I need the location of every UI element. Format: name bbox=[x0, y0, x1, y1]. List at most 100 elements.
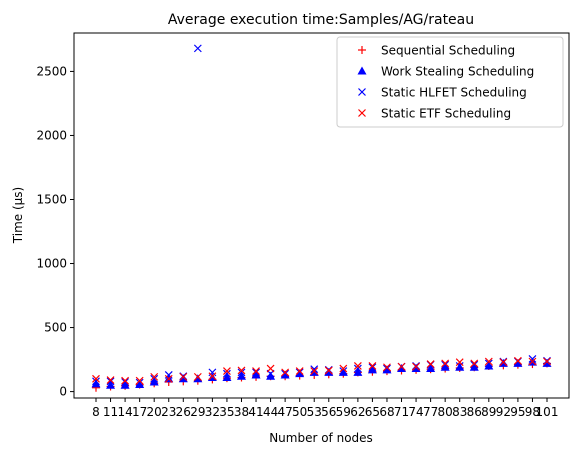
data-point bbox=[412, 362, 420, 371]
x-tick-label: 47 bbox=[277, 405, 292, 419]
data-point bbox=[237, 366, 246, 375]
data-point bbox=[251, 370, 261, 379]
data-point bbox=[222, 373, 232, 382]
data-point bbox=[426, 360, 435, 368]
data-point bbox=[353, 364, 362, 373]
data-point bbox=[295, 368, 304, 377]
x-tick-label: 41 bbox=[248, 405, 263, 419]
data-point bbox=[324, 366, 333, 375]
x-tick-label: 98 bbox=[525, 405, 540, 419]
x-tick-label: 53 bbox=[307, 405, 322, 419]
x-tick-label: 77 bbox=[423, 405, 438, 419]
data-point bbox=[455, 358, 464, 367]
data-point bbox=[106, 376, 115, 384]
data-point bbox=[469, 362, 479, 371]
data-point bbox=[368, 363, 377, 372]
data-point bbox=[266, 371, 276, 380]
data-point bbox=[542, 358, 552, 367]
y-tick-label: 2500 bbox=[36, 64, 67, 78]
data-point bbox=[368, 362, 377, 370]
x-tick-label: 68 bbox=[379, 405, 394, 419]
data-point bbox=[252, 368, 260, 377]
data-point bbox=[339, 367, 348, 376]
x-tick-label: 56 bbox=[321, 405, 336, 419]
data-point bbox=[484, 359, 493, 368]
data-point bbox=[310, 365, 319, 374]
legend-box bbox=[336, 36, 564, 128]
x-tick-label: 83 bbox=[452, 405, 467, 419]
data-point bbox=[295, 367, 304, 376]
x-tick-label: 29 bbox=[190, 405, 205, 419]
data-point bbox=[121, 376, 130, 385]
data-point bbox=[353, 362, 362, 370]
data-point bbox=[470, 360, 479, 369]
data-point bbox=[223, 369, 231, 378]
x-axis: 8 11 14 17 20 23 26 29 32 35 38 41 44 47 50 53 56 59 62 65 6… bbox=[92, 398, 558, 419]
data-point bbox=[440, 362, 450, 371]
data-point bbox=[470, 359, 479, 368]
data-point bbox=[513, 358, 523, 367]
data-point bbox=[281, 369, 290, 378]
legend-marker bbox=[358, 46, 366, 54]
data-points bbox=[91, 44, 552, 392]
data-point bbox=[135, 378, 144, 387]
x-tick-label: 80 bbox=[438, 405, 453, 419]
legend-marker bbox=[357, 66, 367, 75]
data-point bbox=[411, 364, 421, 373]
data-point bbox=[339, 364, 348, 373]
y-tick-label: 1500 bbox=[36, 192, 67, 206]
x-tick-label: 20 bbox=[147, 405, 162, 419]
data-point bbox=[484, 357, 493, 366]
x-axis-label: Number of nodes bbox=[269, 431, 373, 445]
x-tick-label: 92 bbox=[496, 405, 511, 419]
x-tick-label: 11 bbox=[103, 405, 118, 419]
x-tick-label: 32 bbox=[205, 405, 220, 419]
x-tick-label: 14 bbox=[117, 405, 132, 419]
data-point bbox=[252, 367, 260, 376]
x-tick-label: 26 bbox=[176, 405, 191, 419]
data-point bbox=[106, 380, 116, 389]
data-point bbox=[121, 378, 130, 386]
data-point bbox=[92, 374, 100, 383]
data-point bbox=[383, 364, 391, 373]
data-point bbox=[543, 357, 551, 366]
data-point bbox=[513, 356, 522, 365]
data-point bbox=[149, 377, 159, 386]
data-point bbox=[499, 358, 508, 367]
data-point bbox=[91, 379, 101, 388]
legend-label: Sequential Scheduling bbox=[381, 44, 515, 58]
x-tick-label: 65 bbox=[365, 405, 380, 419]
x-tick-label: 62 bbox=[350, 405, 365, 419]
legend: Sequential Scheduling Work Stealing Sched… bbox=[336, 36, 564, 128]
data-point bbox=[223, 367, 231, 376]
legend-marker bbox=[358, 109, 366, 117]
data-point bbox=[383, 363, 391, 372]
data-point bbox=[150, 374, 159, 383]
x-tick-label: 38 bbox=[234, 405, 249, 419]
x-tick-label: 95 bbox=[510, 405, 525, 419]
data-point bbox=[441, 360, 450, 369]
data-point bbox=[281, 368, 290, 377]
data-point bbox=[208, 372, 217, 381]
data-point bbox=[164, 374, 173, 383]
data-point bbox=[193, 44, 202, 53]
legend-marker bbox=[358, 88, 366, 96]
data-point bbox=[353, 367, 363, 376]
data-point bbox=[426, 364, 436, 373]
y-tick-label: 2000 bbox=[36, 128, 67, 142]
x-tick-label: 74 bbox=[408, 405, 423, 419]
data-point bbox=[237, 368, 246, 377]
x-tick-label: 101 bbox=[536, 405, 559, 419]
data-point bbox=[266, 364, 275, 373]
legend-label: Static HLFET Scheduling bbox=[381, 86, 527, 100]
data-point bbox=[135, 376, 144, 385]
data-point bbox=[179, 372, 188, 381]
y-axis: 0 500 1000 1500 2000 2500 bbox=[36, 64, 74, 399]
data-point bbox=[135, 380, 145, 389]
legend-label: Static ETF Scheduling bbox=[381, 107, 511, 121]
data-point bbox=[441, 359, 450, 368]
data-point bbox=[236, 371, 246, 380]
x-tick-label: 35 bbox=[219, 405, 234, 419]
legend-label: Work Stealing Scheduling bbox=[381, 65, 534, 79]
